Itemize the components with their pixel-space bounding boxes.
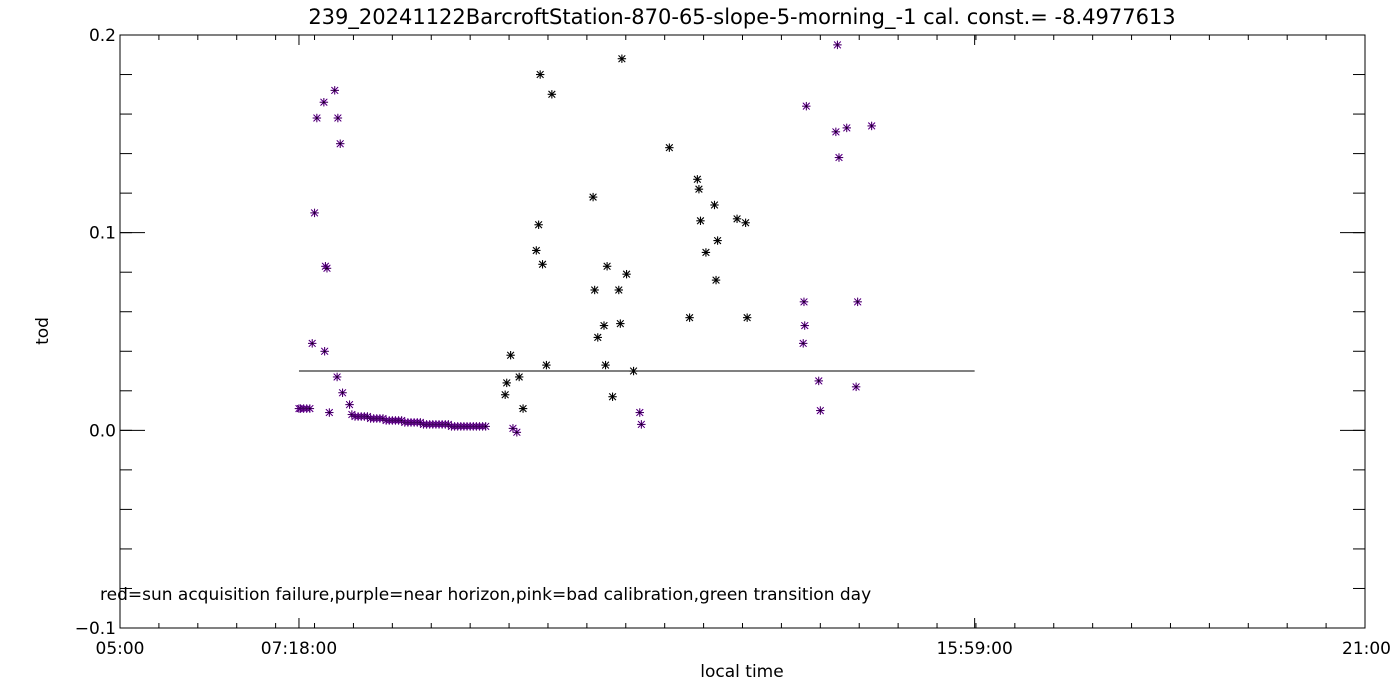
data-point [599, 321, 609, 330]
x-axis-label: local time [700, 662, 783, 682]
point-overlay [853, 297, 862, 307]
point-overlay [307, 339, 317, 348]
point-overlay [512, 428, 522, 437]
data-point [701, 248, 711, 257]
data-point [694, 184, 704, 194]
point-overlay [333, 113, 343, 123]
data-points [294, 40, 876, 437]
point-overlay [305, 404, 315, 413]
major-ticks [119, 34, 1366, 629]
point-overlay [320, 347, 329, 356]
data-point [601, 360, 610, 370]
chart-title: 239_20241122BarcroftStation-870-65-slope… [308, 5, 1175, 30]
data-point [593, 333, 602, 342]
y-tick-label: 0.0 [89, 421, 116, 441]
point-overlay [802, 101, 811, 111]
color-legend-note: red=sun acquisition failure,purple=near … [100, 585, 871, 605]
data-point [532, 246, 541, 255]
point-overlay [325, 408, 334, 417]
point-overlay [481, 422, 490, 431]
data-point [622, 269, 631, 279]
data-point [614, 285, 623, 295]
x-tick-label: 15:59:00 [936, 639, 1012, 659]
y-tick-label: 0.1 [89, 224, 116, 244]
point-overlay [635, 408, 644, 417]
point-overlay [312, 113, 322, 123]
data-point [547, 90, 557, 99]
minor-ticks [119, 34, 1366, 629]
x-tick-label: 05:00 [96, 639, 145, 659]
x-tick-labels: 05:00 07:18:00 15:59:00 21:00 [96, 639, 1392, 659]
x-tick-label: 21:00 [1342, 639, 1391, 659]
data-point [608, 392, 617, 401]
data-point [693, 175, 702, 184]
data-point [590, 285, 599, 295]
point-overlay [814, 376, 823, 386]
x-tick-label: 07:18:00 [261, 639, 337, 659]
data-point [506, 351, 515, 360]
data-point [502, 378, 511, 388]
y-tick-label: −0.1 [75, 619, 116, 639]
data-point [534, 220, 543, 229]
data-point [538, 260, 547, 269]
point-overlay [397, 416, 406, 425]
point-overlay [319, 98, 329, 107]
point-overlay [867, 121, 876, 131]
point-overlay [330, 86, 339, 95]
data-point [696, 216, 705, 226]
point-overlay [345, 400, 354, 409]
data-point [542, 360, 551, 370]
point-overlay [816, 406, 825, 415]
data-point [732, 214, 742, 224]
data-point [602, 262, 612, 271]
data-point [616, 319, 625, 328]
data-point [514, 372, 524, 382]
data-point [518, 404, 528, 413]
y-tick-labels: −0.1 0.0 0.1 0.2 [75, 26, 116, 639]
point-overlay [851, 382, 861, 392]
point-overlay [338, 388, 347, 397]
y-tick-label: 0.2 [89, 26, 116, 46]
data-point [617, 54, 627, 63]
point-overlay [800, 321, 809, 330]
point-overlay [336, 139, 345, 148]
data-point [500, 390, 510, 399]
point-overlay [842, 123, 851, 133]
data-point [588, 192, 598, 202]
point-overlay [322, 264, 332, 273]
data-point [711, 275, 721, 285]
plot-frame [119, 34, 1366, 629]
data-point [741, 218, 750, 227]
data-point [710, 200, 719, 210]
data-point [742, 313, 752, 322]
point-overlay [831, 127, 841, 137]
y-axis-label: tod [33, 317, 53, 345]
data-point [665, 143, 674, 152]
point-overlay [798, 339, 808, 348]
point-overlay [310, 208, 319, 218]
point-overlay [834, 153, 844, 162]
data-point [685, 313, 694, 322]
point-overlay [799, 297, 809, 307]
data-point [535, 70, 545, 79]
point-overlay [637, 420, 646, 429]
data-point [629, 366, 638, 376]
data-point [713, 236, 722, 245]
point-overlay [332, 372, 342, 382]
point-overlay [833, 40, 842, 50]
